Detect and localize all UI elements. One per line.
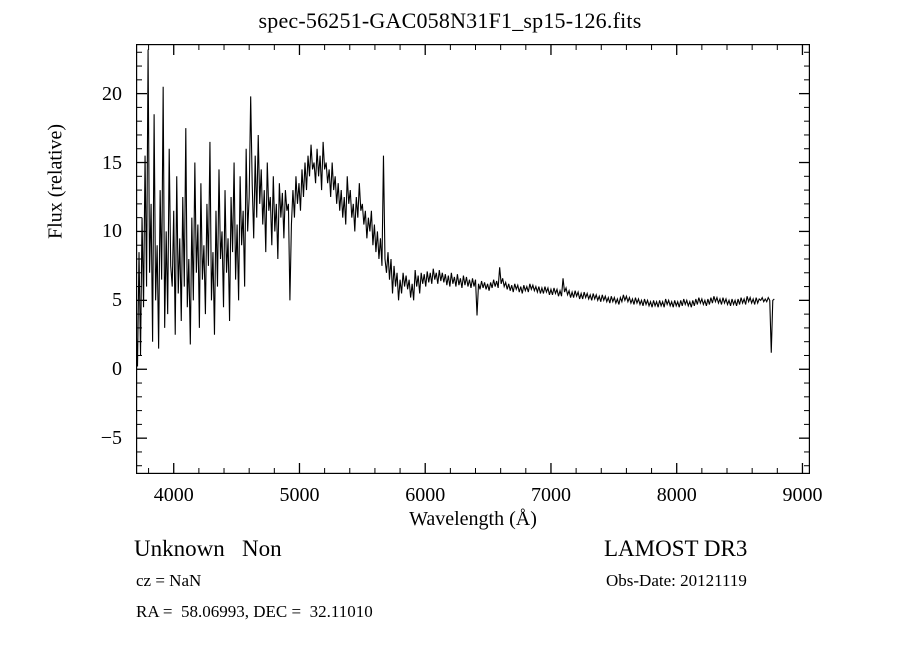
x-tick-label: 7000 bbox=[530, 484, 571, 506]
y-tick-label: 10 bbox=[102, 220, 122, 243]
y-axis-label: Flux (relative) bbox=[44, 124, 67, 239]
x-axis-label: Wavelength (Å) bbox=[409, 508, 537, 530]
y-tick-label: 15 bbox=[102, 151, 122, 174]
coordinates-text: RA = 58.06993, DEC = 32.11010 bbox=[136, 602, 373, 621]
x-tick-label: 5000 bbox=[279, 484, 320, 506]
x-tick-label: 6000 bbox=[405, 484, 446, 506]
plot-frame bbox=[136, 44, 810, 474]
spectrum-line bbox=[136, 49, 775, 367]
x-tick-label: 9000 bbox=[782, 484, 823, 506]
survey-name-text: LAMOST DR3 bbox=[604, 536, 748, 561]
y-tick-label: 20 bbox=[102, 82, 122, 105]
y-tick-label: 0 bbox=[112, 358, 122, 381]
axis-ticks bbox=[136, 44, 810, 474]
y-tick-label: −5 bbox=[100, 427, 122, 450]
page-title: spec-56251-GAC058N31F1_sp15-126.fits bbox=[258, 8, 642, 33]
cz-text: cz = NaN bbox=[136, 571, 202, 590]
spectrum-chart bbox=[136, 44, 810, 474]
x-tick-label: 4000 bbox=[153, 484, 194, 506]
chart-svg bbox=[136, 44, 810, 474]
obs-date-text: Obs-Date: 20121119 bbox=[606, 571, 747, 590]
y-tick-label: 5 bbox=[112, 289, 122, 312]
x-tick-label: 8000 bbox=[656, 484, 697, 506]
object-class-text: Unknown Non bbox=[134, 536, 282, 561]
